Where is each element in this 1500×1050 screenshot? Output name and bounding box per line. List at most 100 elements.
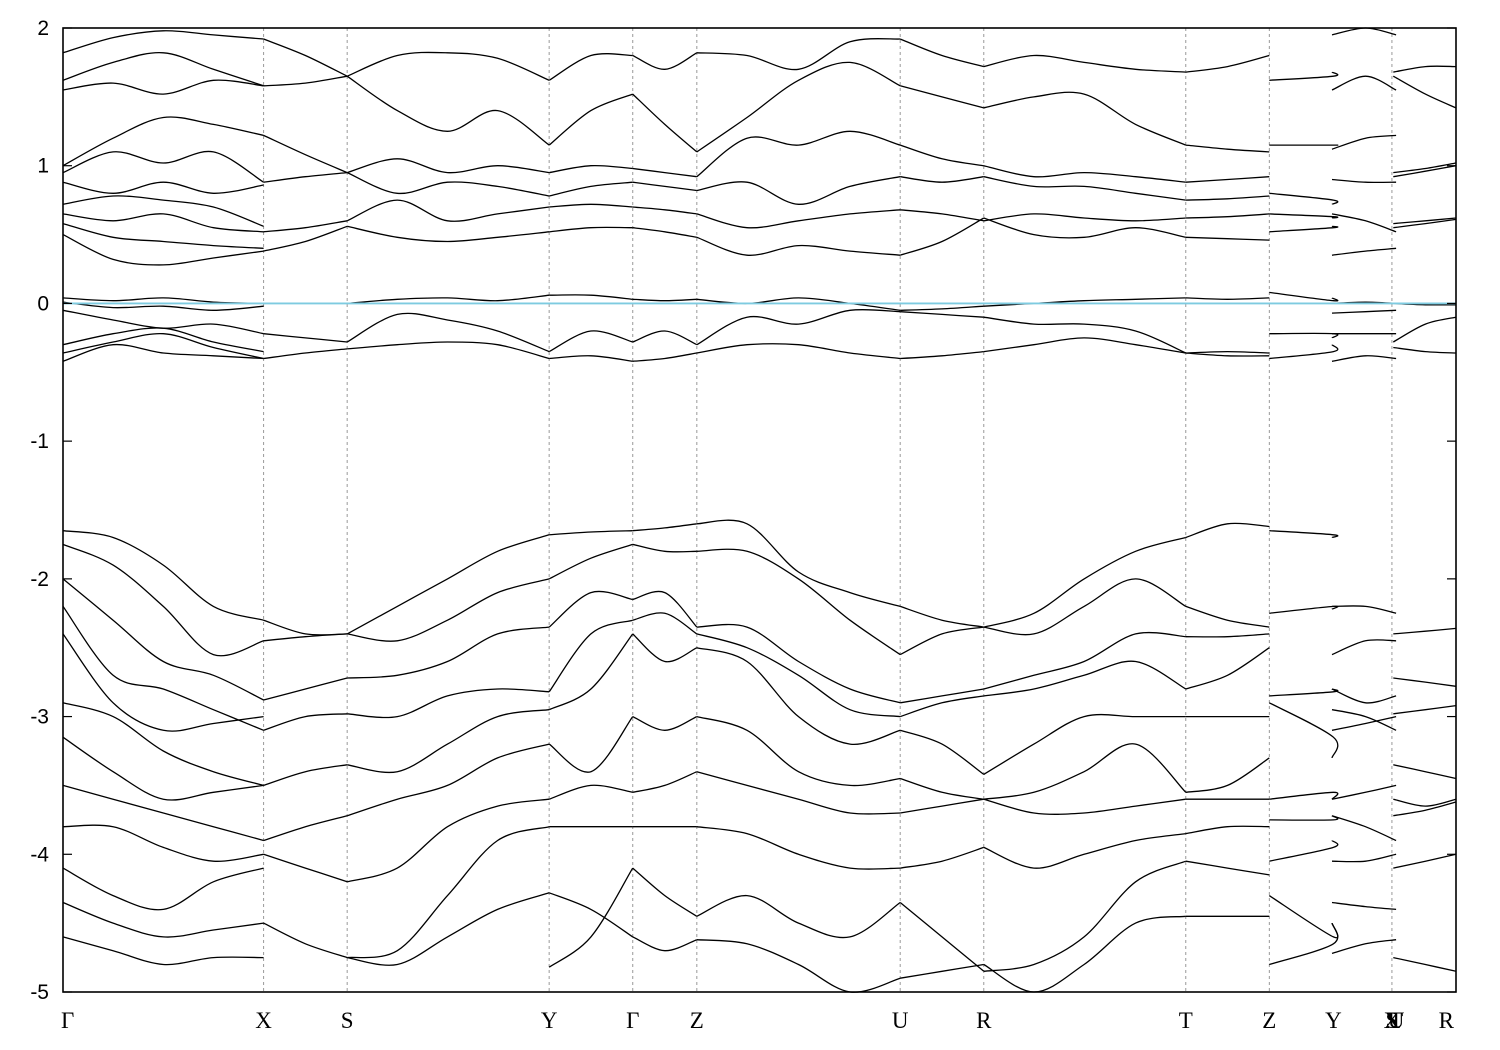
band-line	[1185, 213, 1270, 219]
band-line	[263, 75, 348, 87]
band-line	[632, 867, 698, 917]
band-line	[900, 846, 985, 869]
band-line	[632, 330, 698, 346]
band-line	[1331, 178, 1397, 184]
band-line	[62, 343, 264, 362]
band-line	[983, 91, 1187, 146]
band-line	[62, 234, 264, 266]
band-line	[1269, 71, 1339, 81]
band-line	[983, 915, 1186, 993]
band-line	[263, 633, 348, 642]
band-line	[983, 743, 1187, 800]
band-line	[346, 199, 550, 222]
kpoint-label: R	[1439, 1008, 1455, 1033]
band-line	[549, 530, 633, 536]
band-line	[263, 333, 348, 343]
band-line	[263, 922, 348, 959]
band-line	[899, 626, 984, 656]
band-line	[548, 330, 633, 353]
band-line	[1185, 350, 1270, 354]
band-line	[632, 93, 698, 153]
band-line	[632, 352, 697, 362]
band-line	[1185, 176, 1270, 183]
band-line	[1185, 860, 1270, 876]
band-line	[1268, 702, 1339, 759]
band-line	[548, 619, 633, 693]
band-line	[263, 38, 348, 77]
band-line	[347, 294, 550, 305]
band-line	[62, 633, 264, 732]
band-line	[347, 341, 550, 360]
band-line	[1185, 633, 1270, 638]
band-line	[899, 217, 985, 256]
band-line	[1331, 784, 1397, 800]
band-line	[983, 860, 1187, 972]
y-tick-label: -4	[30, 843, 49, 866]
band-line	[347, 225, 550, 243]
band-line	[1269, 291, 1339, 302]
band-line	[263, 713, 348, 731]
band-line	[1185, 297, 1270, 300]
band-line	[62, 52, 264, 87]
band-line	[347, 158, 550, 174]
band-line	[1331, 247, 1397, 256]
band-line	[632, 716, 698, 731]
band-line	[263, 764, 348, 787]
band-line	[900, 798, 984, 814]
band-line	[263, 677, 348, 701]
band-line	[548, 633, 634, 711]
kpoint-gridlines	[263, 28, 1393, 992]
band-line	[263, 171, 348, 183]
band-line	[696, 236, 901, 256]
band-line	[62, 195, 264, 227]
band-line	[632, 936, 698, 952]
band-line	[347, 892, 550, 966]
band-line	[347, 798, 550, 883]
band-line	[1185, 522, 1270, 539]
band-line	[1393, 162, 1457, 174]
band-line	[1185, 144, 1270, 153]
kpoint-label: Y	[1325, 1008, 1342, 1033]
band-line	[1185, 605, 1270, 628]
band-line	[983, 176, 1186, 201]
band-line	[62, 736, 264, 801]
band-line	[263, 815, 348, 842]
band-line	[346, 75, 550, 146]
band-line	[632, 523, 697, 532]
band-line	[346, 171, 550, 197]
band-line	[1331, 213, 1397, 233]
band-line	[1269, 530, 1339, 539]
band-line	[1331, 134, 1397, 150]
band-line	[696, 209, 901, 229]
band-line	[62, 213, 264, 233]
band-line	[1331, 709, 1397, 731]
band-line	[696, 343, 901, 360]
y-tick-label: -5	[30, 981, 49, 1004]
band-line	[346, 743, 550, 817]
band-line	[62, 543, 264, 657]
band-line	[62, 181, 264, 194]
kpoint-label: X	[1384, 1008, 1401, 1033]
kpoint-label: T	[1389, 1008, 1403, 1033]
band-line	[696, 548, 901, 656]
band-line	[983, 832, 1186, 869]
band-line	[1331, 901, 1397, 911]
band-line	[1331, 853, 1397, 863]
band-line	[346, 51, 550, 81]
kpoint-label: Z	[1262, 1008, 1276, 1033]
band-line	[900, 688, 984, 704]
band-line	[983, 165, 1186, 183]
band-line	[1331, 309, 1397, 314]
band-line	[899, 605, 984, 628]
band-line	[1393, 346, 1457, 354]
band-line	[1269, 922, 1339, 966]
band-line	[549, 294, 633, 300]
band-line	[62, 333, 264, 360]
band-line	[696, 939, 901, 993]
band-line	[549, 355, 633, 362]
band-line	[347, 578, 550, 642]
band-line	[62, 901, 264, 938]
band-line	[62, 530, 264, 621]
kpoint-label: T	[1179, 1008, 1193, 1033]
